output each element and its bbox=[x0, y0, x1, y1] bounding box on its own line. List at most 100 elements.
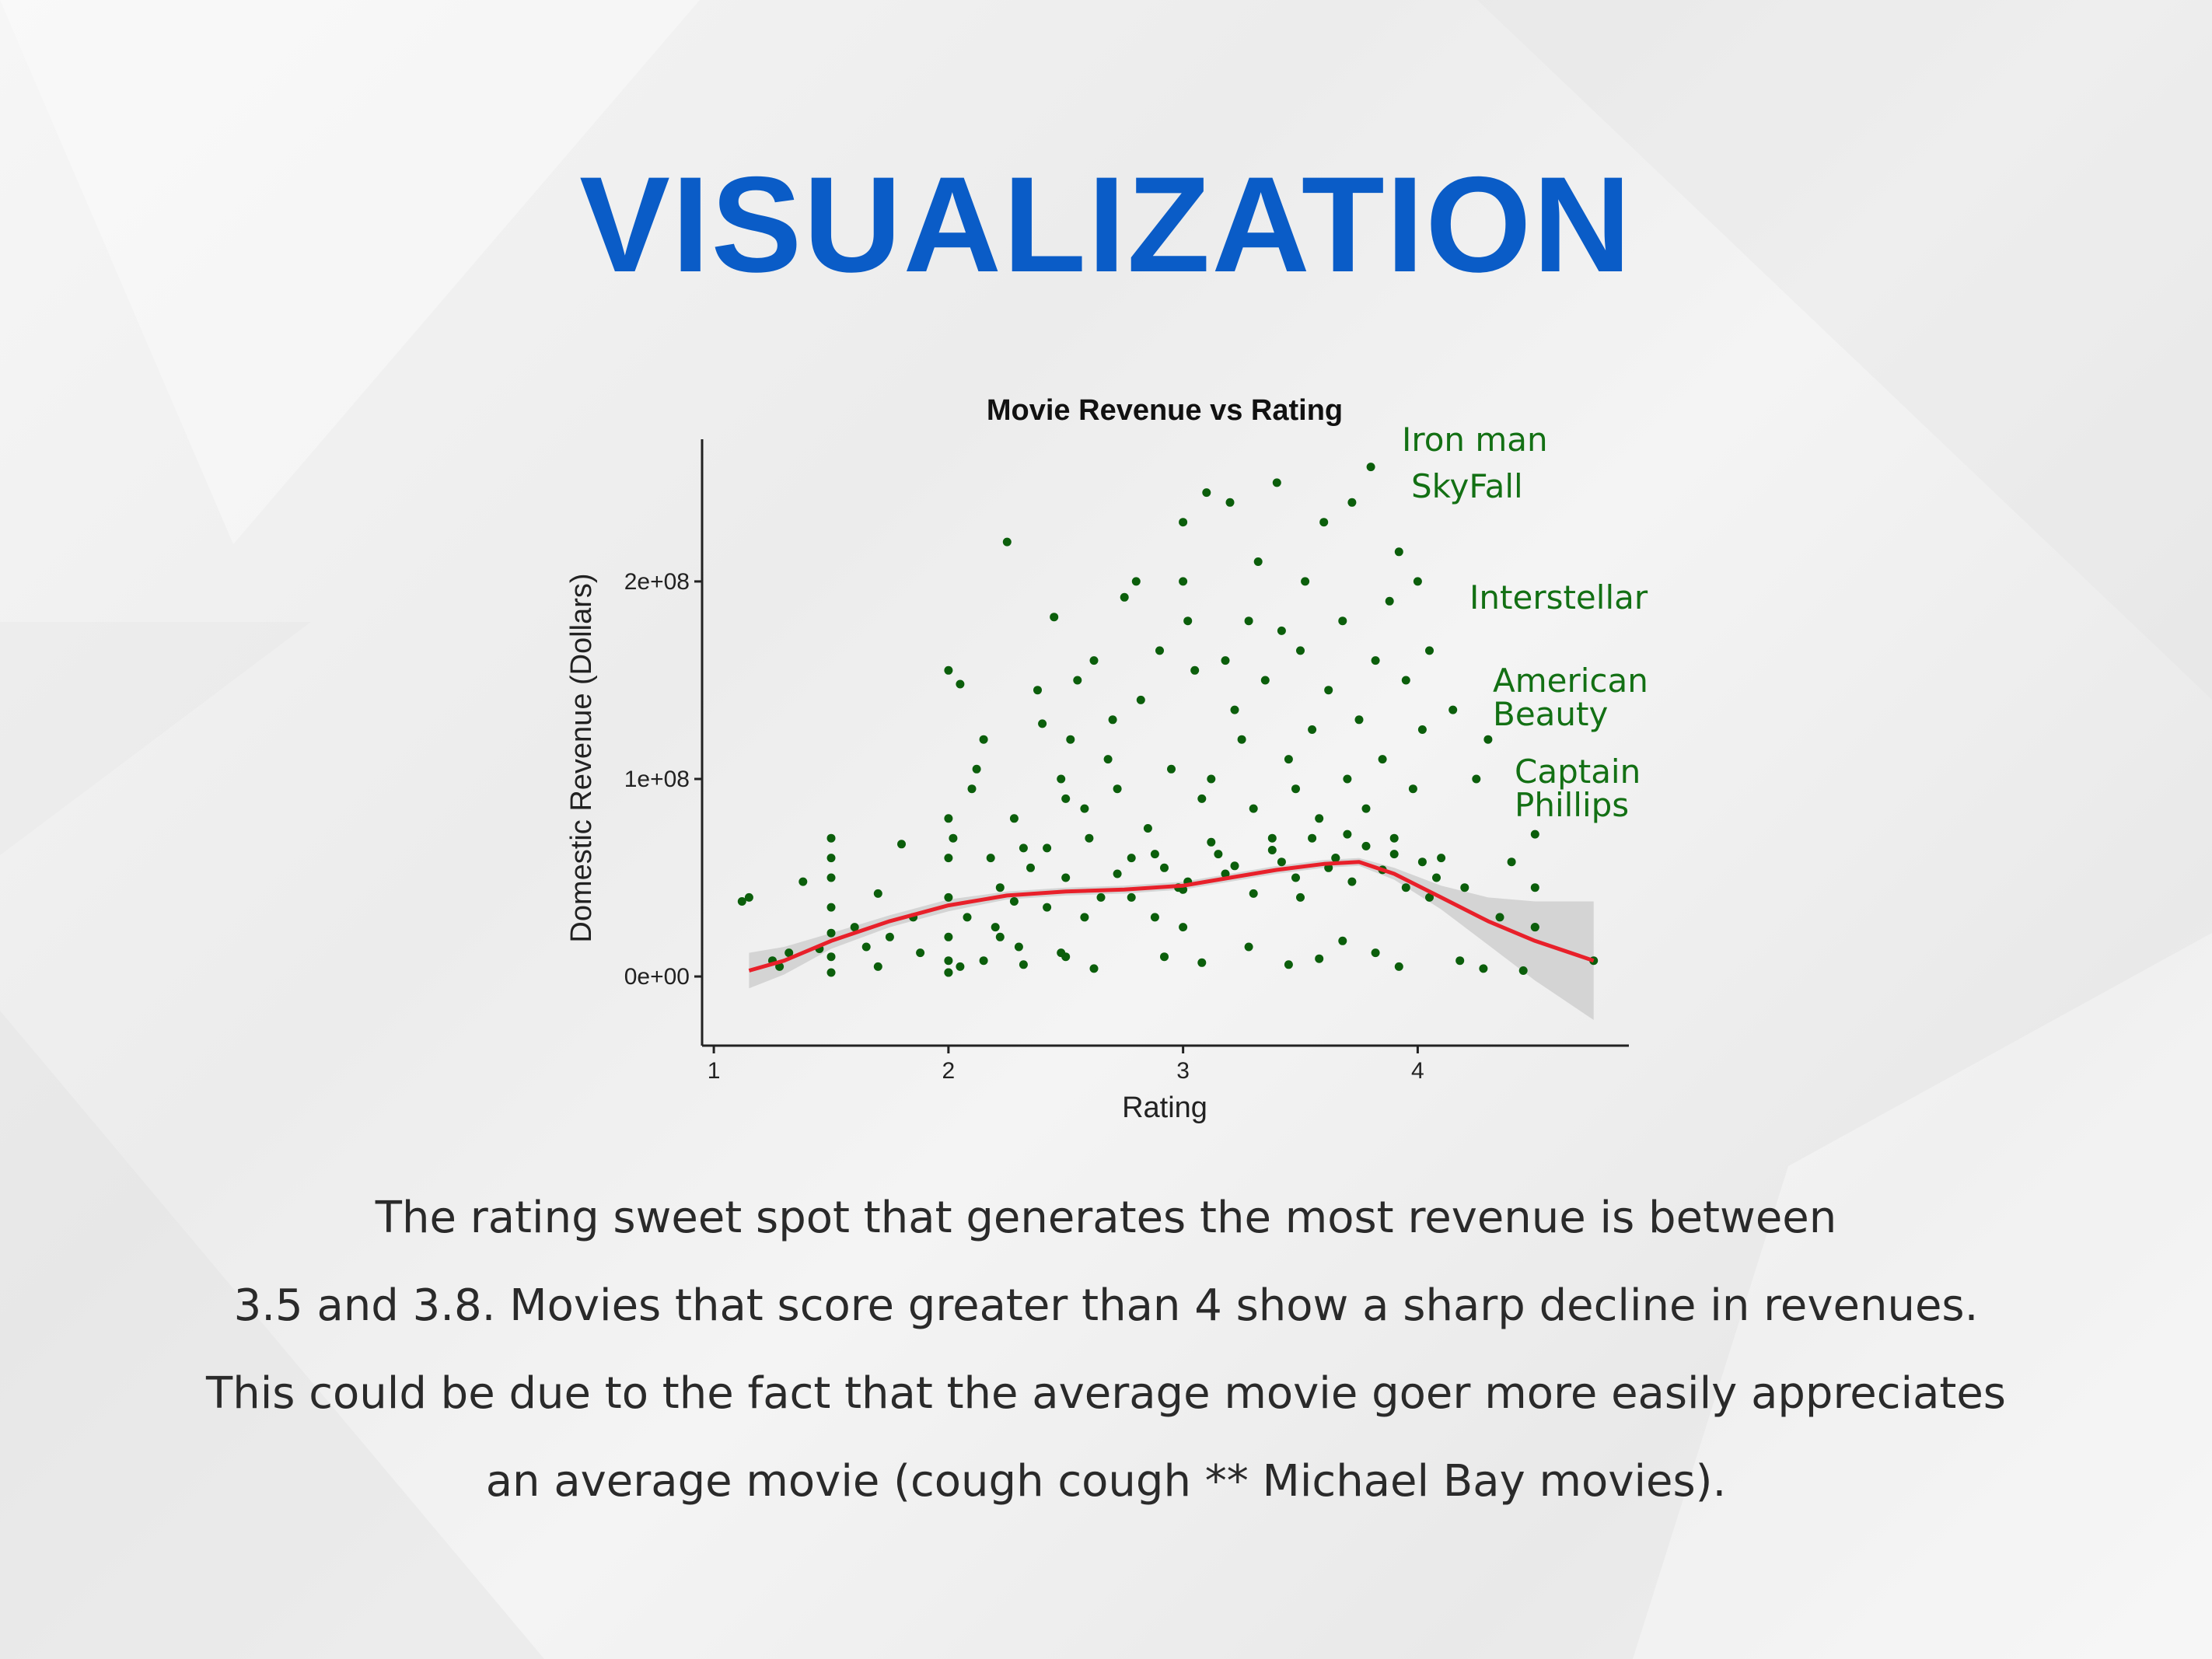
data-point bbox=[1190, 665, 1200, 675]
data-point bbox=[1167, 764, 1176, 774]
data-point bbox=[1230, 705, 1239, 714]
data-point bbox=[1361, 841, 1371, 850]
data-point bbox=[1237, 735, 1246, 744]
data-point bbox=[1308, 833, 1317, 843]
data-point bbox=[944, 932, 953, 941]
trend-line bbox=[748, 860, 1595, 973]
data-point bbox=[1230, 861, 1239, 871]
data-point bbox=[1394, 547, 1403, 557]
data-point bbox=[1389, 850, 1399, 859]
data-point bbox=[1308, 725, 1317, 734]
data-point bbox=[1244, 942, 1253, 952]
annotation-line: SkyFall bbox=[1411, 467, 1523, 505]
data-point bbox=[967, 784, 977, 794]
data-point bbox=[1301, 577, 1310, 586]
data-point bbox=[991, 923, 1000, 932]
data-point bbox=[826, 928, 836, 938]
data-point bbox=[1179, 577, 1188, 586]
data-point bbox=[1389, 833, 1399, 843]
axes-layer: 1 2 3 4 0e+00 1e+08 2e+08 bbox=[624, 439, 1629, 1084]
data-point bbox=[1113, 869, 1122, 878]
data-point bbox=[944, 854, 953, 863]
data-point bbox=[873, 889, 882, 898]
data-point bbox=[1089, 656, 1099, 665]
data-point bbox=[1425, 646, 1434, 655]
annotation-line: Beauty bbox=[1493, 695, 1608, 733]
annotation-line: American bbox=[1493, 662, 1648, 700]
y-tick-label: 0e+00 bbox=[624, 964, 690, 990]
trend-layer bbox=[748, 860, 1595, 973]
data-point bbox=[826, 952, 836, 962]
caption-line-2: 3.5 and 3.8. Movies that score greater t… bbox=[233, 1280, 1979, 1331]
data-point bbox=[1089, 964, 1099, 973]
data-point bbox=[944, 814, 953, 823]
data-point bbox=[944, 956, 953, 966]
data-point bbox=[1009, 897, 1019, 906]
data-point bbox=[1479, 964, 1488, 973]
data-point bbox=[1361, 804, 1371, 813]
data-point bbox=[1120, 592, 1129, 602]
data-point bbox=[1057, 948, 1066, 958]
data-point bbox=[1343, 830, 1352, 839]
data-point bbox=[1061, 873, 1071, 882]
data-point bbox=[1319, 518, 1329, 527]
data-point bbox=[1366, 463, 1375, 472]
data-point bbox=[1277, 857, 1286, 867]
data-point bbox=[963, 913, 972, 922]
data-point bbox=[1385, 596, 1394, 606]
data-point bbox=[1080, 913, 1089, 922]
data-point bbox=[826, 903, 836, 912]
data-point bbox=[1143, 824, 1152, 833]
data-point bbox=[1324, 686, 1333, 695]
data-point bbox=[1026, 863, 1035, 872]
data-point bbox=[1413, 577, 1422, 586]
confidence-band-layer bbox=[749, 857, 1594, 1020]
data-point bbox=[1260, 676, 1270, 685]
chart-title: Movie Revenue vs Rating bbox=[987, 394, 1343, 427]
data-point bbox=[1437, 854, 1446, 863]
y-tick-label: 2e+08 bbox=[624, 569, 690, 595]
confidence-band bbox=[749, 857, 1594, 1020]
data-point bbox=[1347, 498, 1357, 507]
data-point bbox=[1378, 755, 1387, 764]
data-point bbox=[1038, 719, 1047, 728]
data-point bbox=[1249, 804, 1258, 813]
data-point bbox=[1136, 695, 1145, 704]
data-point bbox=[885, 932, 894, 941]
data-point bbox=[1160, 863, 1169, 872]
data-point bbox=[1518, 966, 1528, 975]
data-point bbox=[986, 854, 995, 863]
y-axis-label: Domestic Revenue (Dollars) bbox=[565, 573, 598, 942]
data-point bbox=[1347, 877, 1357, 886]
data-point bbox=[1354, 715, 1364, 725]
data-point bbox=[1050, 613, 1059, 622]
data-point bbox=[916, 948, 925, 958]
x-tick-label: 2 bbox=[942, 1058, 956, 1084]
data-point bbox=[861, 942, 871, 952]
data-point bbox=[956, 962, 965, 971]
data-point bbox=[1401, 676, 1410, 685]
data-point bbox=[1448, 705, 1458, 714]
data-point bbox=[826, 854, 836, 863]
data-point bbox=[1113, 784, 1122, 794]
data-point bbox=[873, 962, 882, 971]
annotation-label: Interstellar bbox=[1469, 578, 1648, 616]
data-point bbox=[1277, 626, 1286, 635]
data-point bbox=[1155, 646, 1164, 655]
x-tick-label: 1 bbox=[708, 1058, 721, 1084]
data-point bbox=[1530, 830, 1539, 839]
data-point bbox=[785, 948, 794, 958]
data-point bbox=[1272, 478, 1281, 487]
data-point bbox=[1425, 892, 1434, 902]
data-point bbox=[979, 735, 988, 744]
slide-caption: The rating sweet spot that generates the… bbox=[0, 1174, 2212, 1525]
data-point bbox=[1057, 774, 1066, 784]
x-axis-label: Rating bbox=[1122, 1091, 1207, 1124]
annotation-line: Phillips bbox=[1515, 786, 1629, 824]
data-point bbox=[1108, 715, 1117, 725]
data-point bbox=[1417, 857, 1427, 867]
data-point bbox=[944, 665, 953, 675]
data-point bbox=[1432, 873, 1441, 882]
data-point bbox=[1002, 537, 1012, 547]
